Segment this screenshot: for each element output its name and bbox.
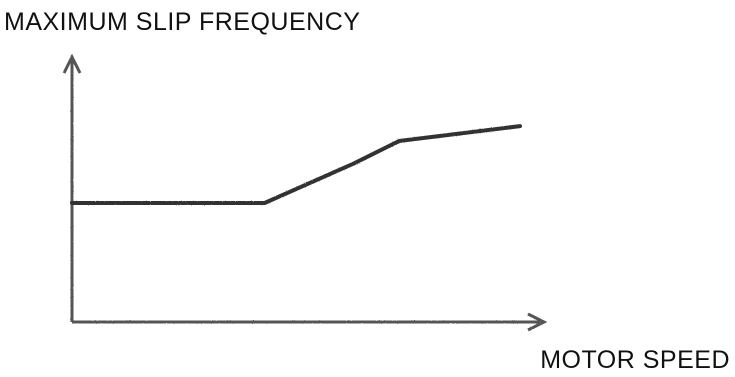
x-axis-title: MOTOR SPEED bbox=[540, 346, 730, 374]
series-line bbox=[72, 126, 520, 203]
y-axis-title: MAXIMUM SLIP FREQUENCY bbox=[4, 8, 360, 36]
